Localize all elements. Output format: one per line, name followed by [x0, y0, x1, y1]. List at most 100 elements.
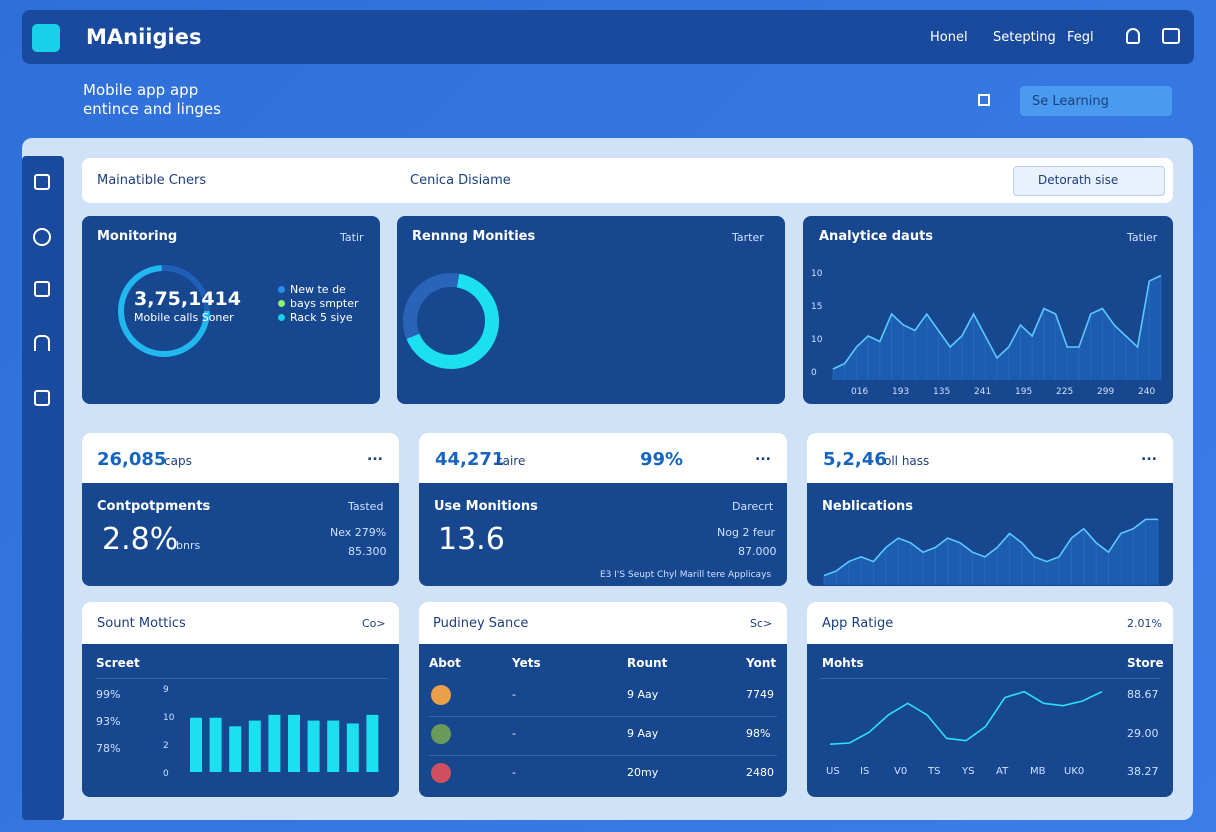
bar: [346, 723, 359, 772]
legend-label: Rack 5 siye: [290, 311, 353, 324]
x-tick-label: YS: [961, 766, 974, 777]
nav-item[interactable]: Honel: [930, 30, 968, 45]
cell: 9 Aay: [627, 727, 659, 740]
card-line: 85.300: [348, 545, 387, 558]
sidebar-icon[interactable]: [34, 335, 50, 351]
metric-caption: Mobile calls Soner: [134, 311, 234, 324]
card: [82, 216, 380, 404]
x-tick-label: 240: [1138, 387, 1155, 397]
cell: 98%: [746, 727, 771, 740]
card-header: [807, 433, 1173, 483]
area: [833, 275, 1161, 380]
card-link[interactable]: Co>: [362, 617, 386, 630]
y-tick-label: 0: [811, 368, 817, 378]
metric: 3,75,1414: [134, 288, 241, 310]
search-box[interactable]: [1013, 166, 1165, 196]
sidebar: [22, 156, 64, 820]
line-chart: US IS V0 TS YS AT MB UK0: [826, 690, 1103, 777]
stat-unit: oll hass: [884, 454, 930, 468]
more[interactable]: ...: [367, 448, 383, 464]
metric: 2.8%: [102, 522, 179, 557]
logo[interactable]: MAniigies: [86, 25, 202, 49]
area-chart: 10 15 10 0 016 193 135 241 195 225 299 240: [811, 269, 1162, 397]
card-title: Analytice dauts: [819, 229, 934, 244]
icon[interactable]: [978, 94, 990, 106]
bar: [268, 714, 281, 772]
avatar: [431, 724, 451, 744]
bar: [209, 717, 222, 772]
y-tick-label: 0: [163, 769, 169, 779]
row-label: 78%: [96, 742, 121, 755]
card-line: Nex 279%: [330, 526, 387, 539]
y-tick-label: 9: [163, 685, 169, 695]
toolbar-item[interactable]: Mainatible Cners: [97, 173, 207, 188]
stat-value: 26,085: [97, 449, 167, 470]
row-label: 88.67: [1127, 688, 1159, 701]
card-title: App Ratige: [822, 616, 894, 631]
logo-icon[interactable]: [32, 24, 60, 52]
sidebar-icon[interactable]: [33, 228, 51, 246]
line: [823, 518, 1158, 577]
y-tick-label: 10: [811, 335, 823, 345]
legend-dot: [278, 314, 285, 321]
stat-extra: 99%: [640, 449, 684, 470]
column-header: Abot: [429, 656, 461, 670]
stat-value: 44,271: [435, 449, 505, 470]
bar-chart: 9 10 2 0: [163, 685, 379, 779]
toolbar: [82, 158, 1173, 203]
card-title: Pudiney Sance: [433, 616, 529, 631]
divider: [820, 678, 1160, 679]
search-placeholder[interactable]: Detorath sise: [1038, 173, 1119, 187]
line: [832, 274, 1162, 370]
card-link[interactable]: Sc>: [750, 617, 773, 630]
row-label: 38.27: [1127, 765, 1159, 778]
column-header: Rount: [627, 656, 668, 670]
more[interactable]: ...: [755, 448, 771, 464]
metric-unit: bnrs: [176, 539, 201, 552]
nav-item[interactable]: Fegl: [1067, 30, 1094, 45]
metric: 13.6: [438, 522, 505, 557]
sub-title: Screet: [96, 656, 140, 670]
y-tick-label: 10: [811, 269, 823, 279]
stat-unit: caps: [164, 454, 192, 468]
nav-item[interactable]: Setepting: [993, 30, 1056, 45]
card: [397, 216, 785, 404]
x-tick-label: IS: [860, 766, 869, 777]
card-header: [807, 602, 1173, 644]
toolbar-item[interactable]: Cenica Disiame: [410, 173, 511, 188]
card-tag: Tatier: [1127, 231, 1158, 244]
y-tick-label: 10: [163, 713, 175, 723]
sidebar-icon[interactable]: [34, 390, 50, 406]
sub-title: Store: [1127, 656, 1164, 670]
avatar: [431, 685, 451, 705]
x-tick-label: V0: [894, 766, 907, 777]
user-icon[interactable]: [1126, 28, 1140, 44]
card-footer: E3 I'S Seupt Chyl Marill tere Applicays: [600, 570, 772, 580]
bar: [327, 720, 340, 772]
card-title: Rennng Monities: [412, 229, 536, 244]
settings-icon[interactable]: [1162, 28, 1180, 44]
area-chart: [823, 518, 1159, 585]
card-header: [82, 433, 399, 483]
card: [803, 216, 1173, 404]
x-tick-label: 299: [1097, 387, 1114, 397]
card-tag: Darecrt: [732, 500, 774, 513]
cell: 20my: [627, 766, 659, 779]
card-header: [419, 602, 787, 644]
card-tag: Tasted: [348, 500, 384, 513]
x-tick-label: 241: [974, 387, 991, 397]
donut: [118, 265, 210, 357]
legend-dot: [278, 300, 285, 307]
more[interactable]: ...: [1141, 448, 1157, 464]
button-label[interactable]: Se Learning: [1032, 94, 1109, 109]
cell: -: [512, 688, 516, 701]
bar: [190, 717, 202, 772]
bar: [288, 714, 300, 772]
card-title: Neblications: [822, 499, 913, 514]
column-header: Yets: [512, 656, 541, 670]
sidebar-icon[interactable]: [34, 281, 50, 297]
card-header: [82, 602, 399, 644]
sidebar-icon[interactable]: [34, 174, 50, 190]
button[interactable]: [1020, 86, 1172, 116]
